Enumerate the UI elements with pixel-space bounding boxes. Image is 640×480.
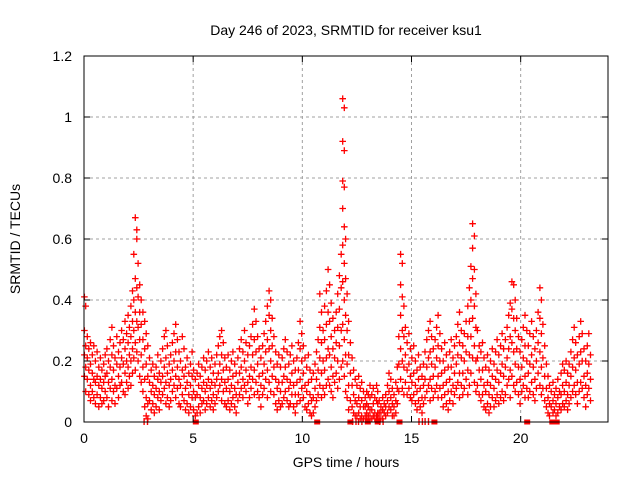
chart-title: Day 246 of 2023, SRMTID for receiver ksu…	[210, 22, 482, 38]
y-tick-label: 0.6	[53, 231, 73, 247]
x-tick-label: 20	[513, 430, 529, 446]
y-tick-label: 0.4	[53, 292, 73, 308]
y-axis-label: SRMTID / TECUs	[7, 184, 23, 294]
y-tick-label: 0.8	[53, 170, 73, 186]
x-tick-label: 5	[189, 430, 197, 446]
y-tick-label: 1.2	[53, 48, 73, 64]
tick-layer	[83, 55, 608, 423]
tick-label-layer: 0 5 10 15 20 0 0.2 0.4 0.6 0.8 1 1.2	[53, 48, 529, 446]
y-tick-label: 0	[64, 414, 72, 430]
x-tick-label: 0	[80, 430, 88, 446]
x-tick-label: 15	[404, 430, 420, 446]
y-tick-label: 1	[64, 109, 72, 125]
grid-layer	[84, 56, 608, 422]
x-tick-label: 10	[295, 430, 311, 446]
y-tick-label: 0.2	[53, 353, 73, 369]
x-axis-label: GPS time / hours	[293, 454, 400, 470]
